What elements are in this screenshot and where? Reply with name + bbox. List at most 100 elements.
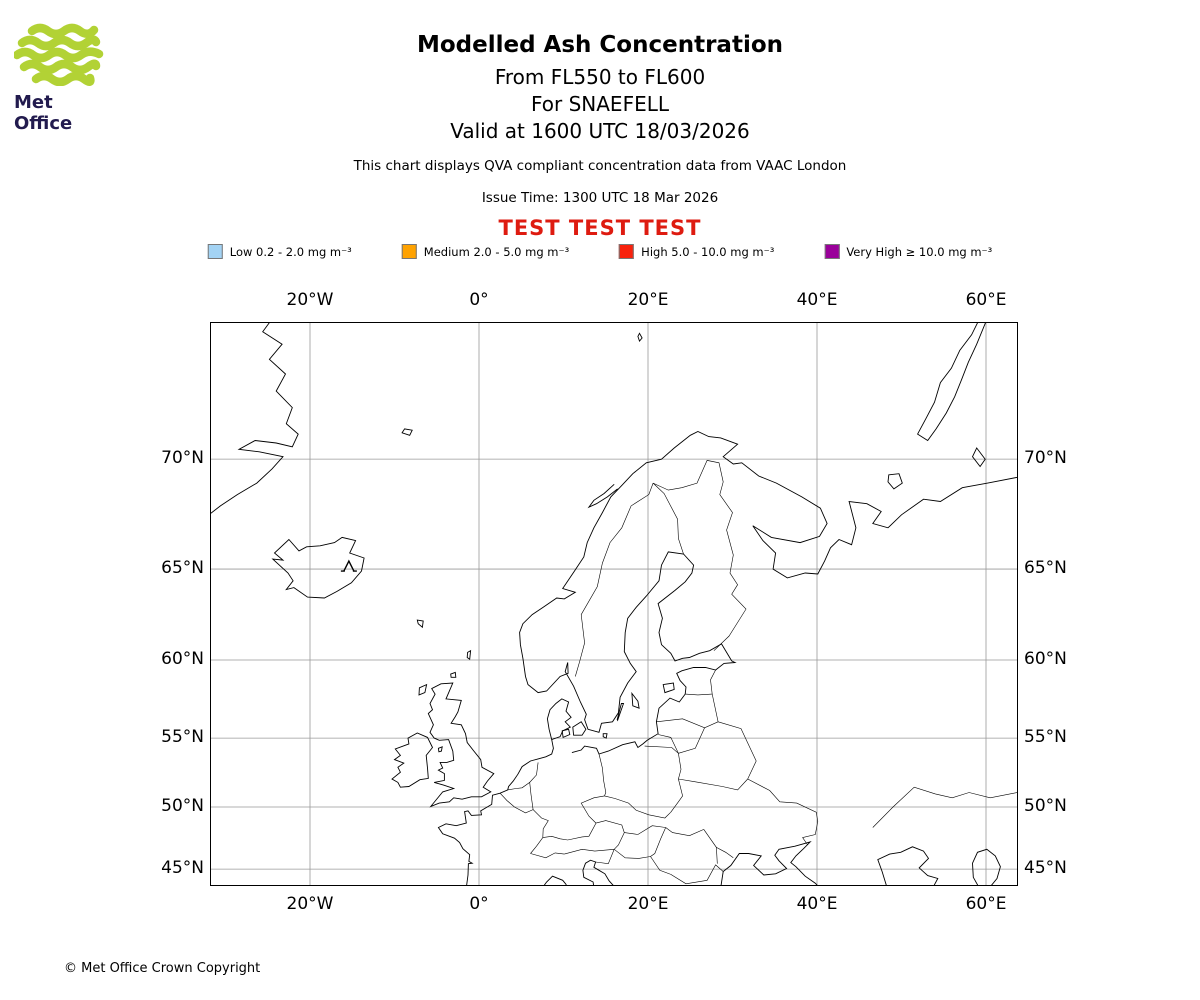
island-shetland [466, 649, 472, 660]
border-kaliningrad-south [644, 745, 679, 754]
x-tick-top: 20°E [627, 290, 669, 310]
x-tick-top: 0° [469, 290, 489, 310]
border-slovakia-hungary [624, 825, 666, 835]
island-bornholm [602, 733, 608, 739]
border-finland-norway-russia [652, 460, 747, 651]
y-tick-right: 45°N [1024, 858, 1067, 879]
border-austria-italy-slovenia [564, 848, 615, 855]
y-tick-left: 55°N [161, 727, 204, 748]
coast-greenland [210, 322, 299, 515]
coast-great-britain [427, 682, 495, 808]
coast-liguria [543, 875, 567, 886]
border-hungary-romania [650, 827, 666, 857]
coast-iceland [271, 536, 365, 599]
y-tick-right: 50°N [1024, 796, 1067, 817]
x-tick-bottom: 40°E [796, 894, 838, 914]
island-gotland [631, 691, 640, 709]
coast-lofoten [587, 483, 618, 509]
graticule [210, 322, 1018, 886]
coast-aral [972, 848, 1001, 886]
border-switzerland-north [542, 835, 561, 840]
volcano-triangle-icon [343, 559, 355, 572]
border-hungary-croatia-serbia [614, 849, 651, 859]
legend-label-medium: Medium 2.0 - 5.0 mg m⁻³ [423, 244, 570, 259]
legend-swatch-high [619, 244, 635, 259]
border-estonia-russia [710, 669, 716, 695]
legend-label-low: Low 0.2 - 2.0 mg m⁻³ [229, 244, 352, 259]
qva-compliance-note: This chart displays QVA compliant concen… [353, 158, 847, 174]
x-tick-bottom: 0° [469, 894, 489, 914]
coast-ireland [391, 732, 434, 788]
x-tick-bottom: 20°W [286, 894, 334, 914]
island-faroe [416, 619, 424, 629]
y-tick-left: 45°N [161, 858, 204, 879]
legend-item-very-high: Very High ≥ 10.0 mg m⁻³ [824, 244, 992, 259]
border-sweden-finland [652, 482, 684, 555]
island-vaygach [971, 447, 986, 468]
legend-swatch-low [207, 244, 223, 259]
border-switzerland-west [530, 837, 544, 854]
island-kolguyev [887, 473, 903, 490]
y-tick-right: 60°N [1024, 649, 1067, 670]
border-lithuania-belarus [678, 727, 705, 754]
coast-adriatic-north [582, 859, 615, 886]
legend-swatch-medium [401, 244, 417, 259]
met-office-logo: Met Office [12, 22, 114, 134]
legend-label-very-high: Very High ≥ 10.0 mg m⁻³ [846, 244, 993, 259]
volcano-marker [340, 559, 357, 572]
border-germany-austria [560, 822, 597, 841]
border-ukraine-russia [747, 778, 819, 846]
map-frame [210, 322, 1018, 886]
island-saaremaa [662, 682, 675, 694]
island-jan-mayen [401, 428, 413, 436]
border-slovenia-croatia [595, 849, 615, 865]
island-zealand [572, 721, 587, 736]
map [210, 322, 1018, 886]
coast-novaya-zemlya [917, 322, 987, 442]
island-lewis [418, 683, 428, 696]
island-funen [561, 728, 571, 739]
border-belgium-france [499, 792, 534, 814]
ash-concentration-legend: Low 0.2 - 2.0 mg m⁻³ Medium 2.0 - 5.0 mg… [207, 244, 992, 259]
x-tick-top: 40°E [796, 290, 838, 310]
border-romania-serbia [650, 856, 671, 875]
met-office-logo-waves [12, 23, 104, 87]
coast-continental-west [437, 739, 554, 886]
legend-swatch-very-high [824, 244, 840, 259]
border-norway-sweden [575, 482, 654, 677]
x-tick-bottom: 20°E [627, 894, 669, 914]
border-moldova-west [703, 829, 718, 864]
valid-time-line: Valid at 1600 UTC 18/03/2026 [450, 119, 750, 143]
island-orkney [450, 671, 457, 678]
met-office-logo-text: Met Office [14, 92, 73, 134]
border-czech-poland-slovakia [604, 795, 672, 819]
y-tick-left: 60°N [161, 649, 204, 670]
chart-subtitles: From FL550 to FL600 For SNAEFELL Valid a… [0, 64, 1200, 145]
border-czech-austria-slovakia [595, 820, 625, 833]
border-poland-east [670, 753, 683, 813]
coast-jutland [546, 698, 572, 741]
coast-norway-arctic-whitesea [519, 431, 1018, 694]
legend-item-low: Low 0.2 - 2.0 mg m⁻³ [207, 244, 352, 259]
border-kaliningrad-north [658, 734, 679, 754]
chart-title: Modelled Ash Concentration [416, 32, 784, 58]
border-estonia-latvia [685, 693, 713, 696]
border-germany-czech [580, 795, 605, 824]
legend-item-high: High 5.0 - 10.0 mg m⁻³ [619, 244, 774, 259]
island-bear [637, 332, 643, 343]
y-tick-right: 65°N [1024, 558, 1067, 579]
border-belgium-netherlands [507, 782, 530, 791]
border-germany-west [530, 794, 549, 838]
chart-header: Modelled Ash Concentration From FL550 to… [0, 32, 1200, 241]
legend-label-high: High 5.0 - 10.0 mg m⁻³ [641, 244, 775, 259]
border-latvia-lithuania-east [656, 694, 719, 729]
x-tick-top: 20°W [286, 290, 334, 310]
border-switzerland-italy [530, 852, 565, 859]
x-tick-top: 60°E [965, 290, 1007, 310]
island-oland [616, 703, 625, 722]
x-tick-bottom: 60°E [965, 894, 1007, 914]
issue-time-line: Issue Time: 1300 UTC 18 Mar 2026 [481, 190, 719, 206]
map-canvas [210, 322, 1018, 886]
border-netherlands-germany [529, 762, 539, 795]
coast-black-sea-azov [720, 841, 819, 886]
